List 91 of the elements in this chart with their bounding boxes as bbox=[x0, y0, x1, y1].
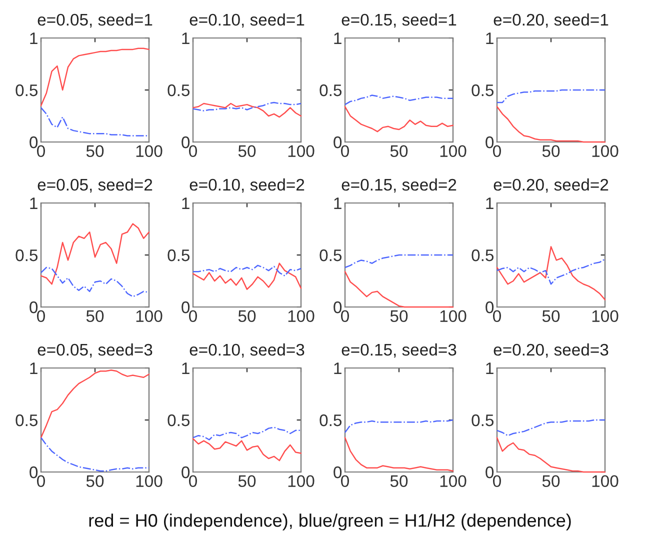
chart-title: e=0.10, seed=2 bbox=[190, 178, 304, 193]
y-tick-label: 0 bbox=[182, 466, 190, 478]
y-tick-label: 0 bbox=[334, 466, 342, 478]
x-tick-label: 50 bbox=[238, 310, 256, 322]
x-tick-label: 50 bbox=[542, 145, 560, 158]
y-tick-label: 0.5 bbox=[320, 84, 342, 96]
line-series bbox=[40, 107, 150, 136]
chart-title: e=0.10, seed=3 bbox=[190, 343, 304, 358]
chart-title: e=0.15, seed=1 bbox=[342, 13, 456, 28]
y-tick-label: 1 bbox=[334, 32, 342, 44]
y-tick-label: 0 bbox=[334, 136, 342, 148]
line-series bbox=[344, 254, 454, 268]
y-tick-label: 0.5 bbox=[320, 414, 342, 426]
chart-title: e=0.20, seed=3 bbox=[494, 343, 608, 358]
y-tick-label: 1 bbox=[182, 362, 190, 374]
x-tick-label: 100 bbox=[288, 145, 314, 158]
x-tick-label: 50 bbox=[86, 145, 104, 158]
x-tick-label: 100 bbox=[440, 145, 466, 158]
y-tick-label: 0.5 bbox=[472, 84, 494, 96]
y-tick-label: 1 bbox=[334, 362, 342, 374]
y-tick-label: 1 bbox=[30, 362, 38, 374]
chart-title: e=0.15, seed=2 bbox=[342, 178, 456, 193]
y-tick-label: 1 bbox=[182, 32, 190, 44]
x-tick-label: 100 bbox=[592, 310, 618, 322]
x-tick-label: 100 bbox=[136, 475, 162, 488]
y-tick-label: 1 bbox=[334, 198, 342, 210]
y-tick-label: 1 bbox=[486, 32, 494, 44]
line-series bbox=[344, 106, 454, 132]
x-tick-label: 50 bbox=[390, 310, 408, 322]
chart-title: e=0.15, seed=3 bbox=[342, 343, 456, 358]
line-series bbox=[192, 426, 302, 440]
x-tick-label: 100 bbox=[592, 475, 618, 488]
y-tick-label: 0.5 bbox=[16, 249, 38, 262]
y-tick-label: 0 bbox=[30, 466, 38, 478]
x-tick-label: 50 bbox=[542, 475, 560, 488]
line-series bbox=[40, 223, 150, 285]
chart-title: e=0.10, seed=1 bbox=[190, 13, 304, 28]
line-series bbox=[192, 262, 302, 290]
chart-title: e=0.05, seed=3 bbox=[38, 343, 152, 358]
x-tick-label: 50 bbox=[86, 310, 104, 322]
chart-title: e=0.20, seed=2 bbox=[494, 178, 608, 193]
x-tick-label: 100 bbox=[592, 145, 618, 158]
y-tick-label: 0.5 bbox=[320, 249, 342, 262]
x-tick-label: 50 bbox=[238, 475, 256, 488]
chart-title: e=0.05, seed=2 bbox=[38, 178, 152, 193]
y-tick-label: 0 bbox=[334, 301, 342, 314]
line-series bbox=[496, 246, 606, 300]
y-tick-label: 0.5 bbox=[168, 249, 190, 262]
x-tick-label: 50 bbox=[542, 310, 560, 322]
y-tick-label: 0 bbox=[486, 466, 494, 478]
x-tick-label: 100 bbox=[288, 310, 314, 322]
x-tick-label: 50 bbox=[238, 145, 256, 158]
line-series bbox=[40, 48, 150, 106]
line-series bbox=[192, 264, 302, 276]
y-tick-label: 0 bbox=[30, 301, 38, 314]
line-series bbox=[496, 258, 606, 285]
y-tick-label: 0.5 bbox=[472, 249, 494, 262]
x-tick-label: 100 bbox=[440, 475, 466, 488]
y-tick-label: 0.5 bbox=[16, 84, 38, 96]
y-tick-label: 0 bbox=[486, 301, 494, 314]
x-tick-label: 100 bbox=[136, 310, 162, 322]
y-tick-label: 1 bbox=[486, 362, 494, 374]
y-tick-label: 0 bbox=[486, 136, 494, 148]
y-tick-label: 1 bbox=[30, 198, 38, 210]
line-series bbox=[192, 102, 302, 112]
line-series bbox=[344, 419, 454, 434]
y-tick-label: 0 bbox=[182, 136, 190, 148]
line-series bbox=[192, 438, 302, 462]
x-tick-label: 100 bbox=[440, 310, 466, 322]
x-tick-label: 50 bbox=[390, 475, 408, 488]
x-tick-label: 100 bbox=[136, 145, 162, 158]
y-tick-label: 0 bbox=[30, 136, 38, 148]
line-series bbox=[496, 89, 606, 104]
y-tick-label: 1 bbox=[182, 198, 190, 210]
y-tick-label: 1 bbox=[30, 32, 38, 44]
y-tick-label: 0.5 bbox=[168, 414, 190, 426]
y-tick-label: 0.5 bbox=[168, 84, 190, 96]
line-series bbox=[496, 419, 606, 436]
y-tick-label: 0.5 bbox=[16, 414, 38, 426]
line-series bbox=[344, 94, 454, 106]
chart-title: e=0.20, seed=1 bbox=[494, 13, 608, 28]
chart-title: e=0.05, seed=1 bbox=[38, 13, 152, 28]
x-tick-label: 100 bbox=[288, 475, 314, 488]
y-tick-label: 0 bbox=[182, 301, 190, 314]
text: red = H0 (independence), blue/green = H1/H2 (dependence) bbox=[89, 514, 571, 530]
line-series bbox=[192, 102, 302, 118]
y-tick-label: 1 bbox=[486, 198, 494, 210]
x-tick-label: 50 bbox=[390, 145, 408, 158]
x-tick-label: 50 bbox=[86, 475, 104, 488]
line-series bbox=[40, 266, 150, 298]
y-tick-label: 0.5 bbox=[472, 414, 494, 426]
